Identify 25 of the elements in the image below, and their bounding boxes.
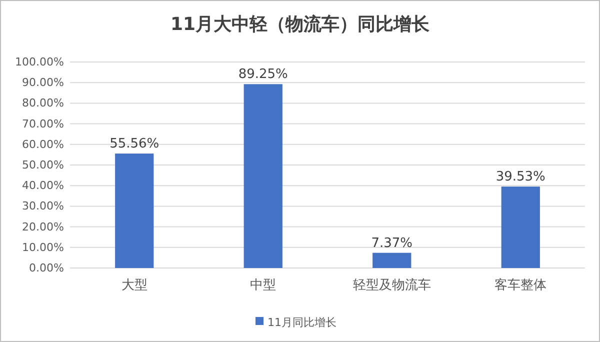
y-tick-label: 0.00% [29, 262, 64, 275]
data-label: 39.53% [496, 170, 546, 185]
x-tick-label: 中型 [250, 278, 276, 294]
legend-label: 11月同比增长 [268, 316, 336, 329]
y-tick-label: 100.00% [15, 56, 64, 69]
y-tick-label: 30.00% [22, 200, 64, 213]
y-tick-label: 70.00% [22, 117, 64, 130]
x-tick-label: 客车整体 [494, 277, 547, 294]
data-label: 7.37% [371, 236, 413, 251]
bar [501, 186, 540, 268]
y-tick-label: 40.00% [22, 179, 64, 192]
chart-title: 11月大中轻（物流车）同比增长 [170, 14, 431, 35]
y-tick-label: 10.00% [22, 240, 64, 254]
bar [244, 84, 282, 268]
y-tick-label: 50.00% [22, 158, 64, 172]
y-tick-label: 60.00% [22, 138, 64, 151]
x-tick-label: 大型 [121, 278, 148, 294]
y-tick-label: 20.00% [22, 220, 64, 234]
data-label: 89.25% [238, 67, 288, 82]
data-label: 55.56% [110, 136, 160, 152]
y-tick-label: 80.00% [22, 96, 64, 110]
bar [115, 154, 154, 268]
x-tick-label: 轻型及物流车 [352, 277, 431, 294]
y-tick-label: 90.00% [22, 76, 64, 90]
bar [372, 252, 412, 268]
